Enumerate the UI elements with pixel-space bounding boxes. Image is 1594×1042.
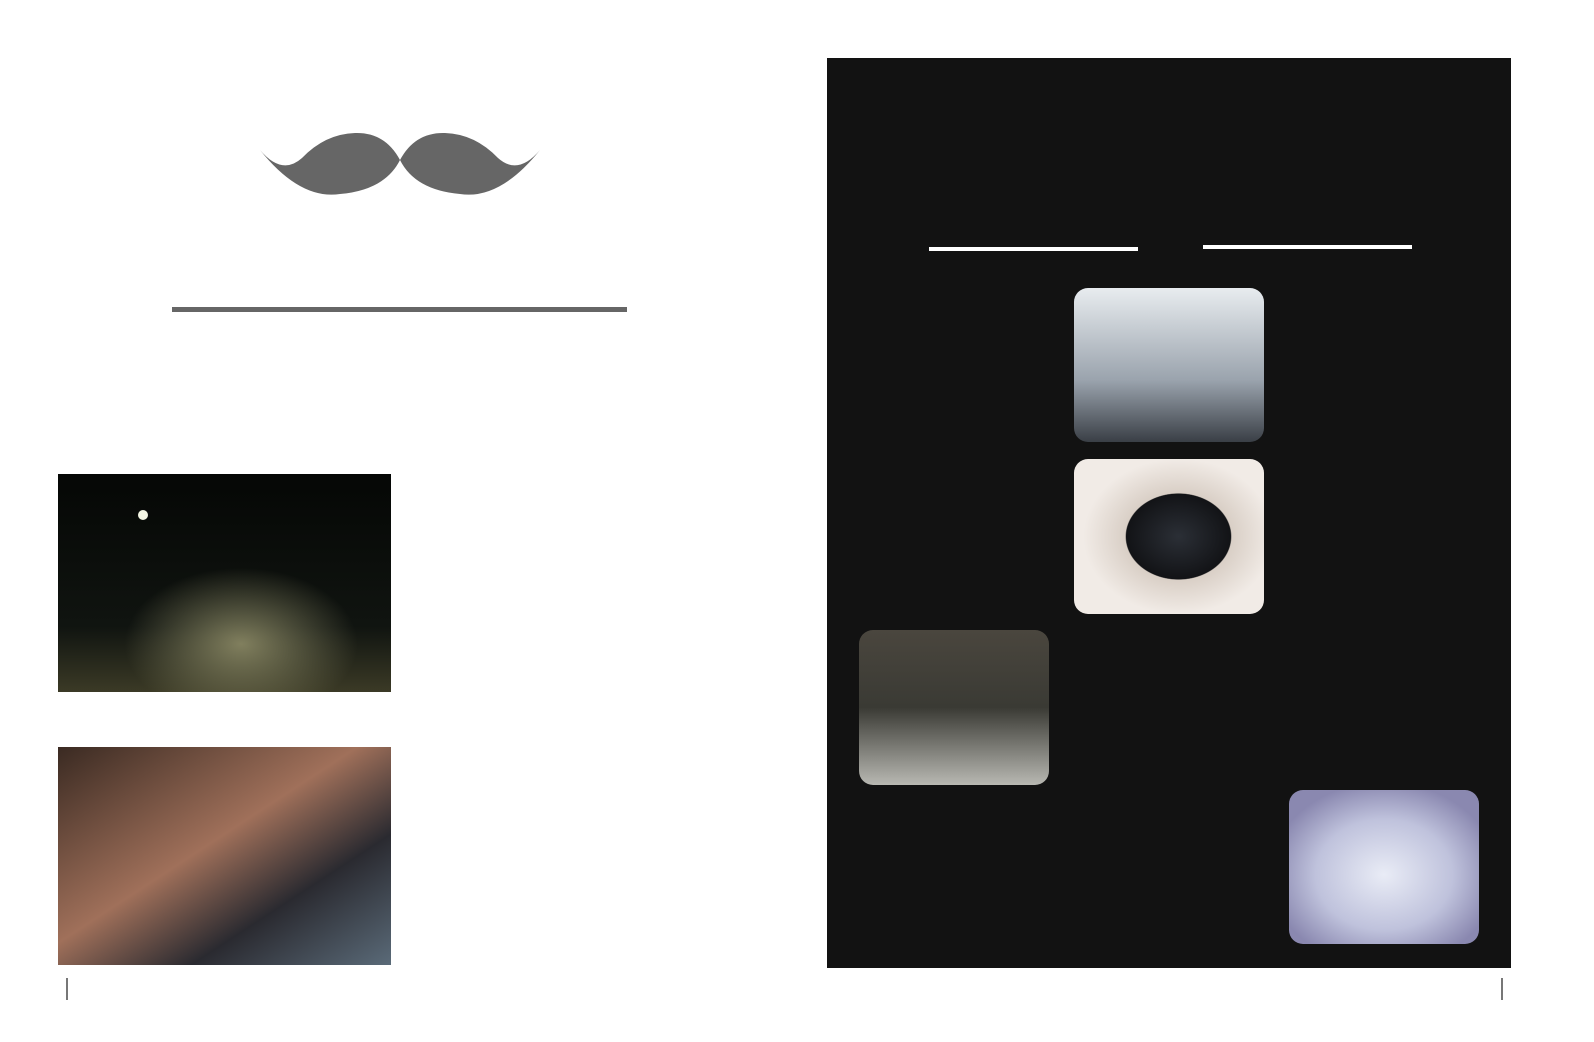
photo-dancer bbox=[1289, 790, 1479, 944]
photo-camera bbox=[1074, 459, 1264, 614]
mustache-logo bbox=[260, 132, 540, 195]
rule bbox=[929, 247, 1138, 251]
page-marker bbox=[1501, 978, 1503, 1000]
photo-ballet-class bbox=[58, 747, 391, 965]
photo-office bbox=[1074, 288, 1264, 442]
photo-stage-light bbox=[58, 474, 391, 692]
rule bbox=[1203, 245, 1412, 249]
photo-group bbox=[859, 630, 1049, 785]
page-marker bbox=[66, 978, 68, 1000]
photo-stage-lamp bbox=[138, 510, 148, 520]
divider bbox=[172, 307, 627, 312]
